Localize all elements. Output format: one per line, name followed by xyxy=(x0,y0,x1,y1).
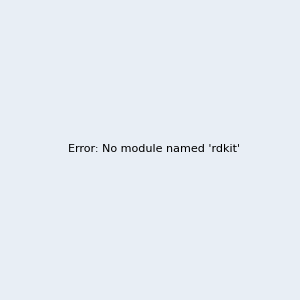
Text: Error: No module named 'rdkit': Error: No module named 'rdkit' xyxy=(68,143,240,154)
